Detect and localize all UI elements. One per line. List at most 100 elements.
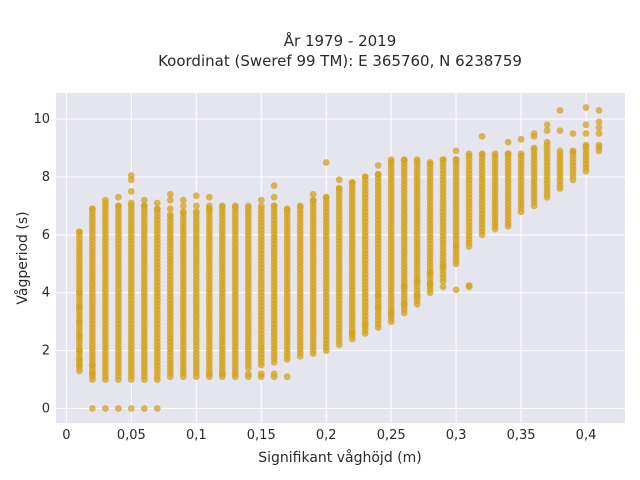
data-point — [115, 405, 122, 412]
data-point — [439, 263, 447, 271]
data-point — [413, 277, 421, 285]
data-point — [478, 150, 486, 158]
data-point — [309, 190, 317, 198]
data-point — [543, 138, 551, 146]
data-point — [205, 193, 213, 201]
data-point — [569, 147, 577, 155]
data-point — [387, 156, 395, 164]
y-tick-label: 2 — [42, 344, 50, 359]
x-tick-label: 0,35 — [507, 428, 536, 443]
data-point — [491, 150, 499, 158]
data-point — [231, 202, 239, 210]
data-point — [556, 127, 564, 134]
y-tick-label: 10 — [33, 112, 50, 127]
data-point — [348, 179, 356, 187]
data-point — [179, 202, 187, 210]
data-point — [270, 182, 278, 190]
data-point — [140, 202, 148, 210]
data-point — [374, 162, 382, 169]
data-point — [452, 156, 460, 164]
data-point — [140, 405, 148, 412]
data-point — [270, 370, 278, 378]
data-point — [478, 133, 486, 140]
data-point — [89, 361, 96, 369]
data-point — [76, 355, 83, 363]
data-point — [127, 172, 135, 179]
data-point — [595, 118, 603, 126]
x-tick-label: 0,15 — [247, 428, 276, 443]
data-point — [244, 202, 252, 210]
data-point — [504, 222, 512, 230]
data-point — [166, 196, 174, 204]
data-point — [192, 208, 200, 216]
data-point — [322, 159, 330, 166]
data-point — [335, 185, 343, 192]
data-point — [270, 193, 278, 201]
data-point — [309, 196, 317, 204]
data-point — [244, 370, 252, 378]
x-tick-label: 0,4 — [576, 428, 597, 443]
data-point — [102, 196, 109, 204]
data-point — [569, 130, 577, 137]
data-point — [426, 280, 434, 288]
chart-title-line-1: År 1979 - 2019 — [284, 31, 397, 50]
data-point — [361, 321, 369, 328]
data-point — [270, 202, 278, 210]
x-tick-label: 0 — [62, 428, 70, 443]
data-point — [192, 192, 200, 200]
y-tick-label: 4 — [42, 286, 50, 301]
data-point — [76, 347, 83, 354]
data-point — [439, 283, 447, 291]
data-point — [595, 141, 603, 149]
y-axis-ticks: 0 2 4 6 8 10 — [33, 112, 50, 416]
data-point — [166, 190, 174, 198]
data-point — [595, 124, 603, 132]
data-point — [218, 370, 226, 378]
data-point — [543, 127, 551, 134]
data-point — [218, 202, 226, 210]
x-tick-label: 0,25 — [377, 428, 406, 443]
data-point — [140, 196, 148, 204]
data-point — [465, 150, 473, 158]
data-point — [127, 199, 135, 207]
data-point — [115, 193, 122, 201]
data-point — [153, 199, 161, 207]
data-point — [89, 370, 96, 378]
data-point — [413, 292, 421, 299]
data-point — [426, 159, 434, 166]
data-point — [257, 370, 265, 378]
data-point — [153, 205, 161, 213]
data-point — [283, 205, 291, 213]
data-point — [76, 289, 83, 297]
x-tick-label: 0,05 — [117, 428, 146, 443]
data-point — [348, 329, 356, 337]
data-point — [127, 405, 135, 412]
data-point — [582, 141, 590, 149]
data-point — [257, 202, 265, 210]
data-point — [283, 373, 291, 381]
data-point — [582, 121, 590, 129]
data-point — [374, 170, 382, 178]
data-point — [166, 205, 174, 213]
data-point — [179, 208, 187, 216]
data-point — [504, 150, 512, 158]
y-tick-label: 6 — [42, 228, 50, 243]
data-point — [556, 107, 564, 114]
data-point — [413, 156, 421, 164]
data-point — [102, 405, 109, 412]
data-point — [231, 370, 239, 378]
y-tick-label: 0 — [42, 402, 50, 417]
data-point — [400, 300, 408, 308]
data-point — [426, 269, 434, 276]
data-point — [179, 196, 187, 204]
data-point — [76, 228, 83, 236]
y-axis-title: Vågperiod (s) — [14, 211, 31, 304]
data-point — [335, 176, 343, 184]
data-point — [127, 188, 135, 195]
data-point — [153, 405, 161, 412]
data-point — [452, 243, 460, 250]
x-tick-label: 0,3 — [446, 428, 467, 443]
data-point — [205, 202, 213, 210]
data-point — [582, 104, 590, 111]
